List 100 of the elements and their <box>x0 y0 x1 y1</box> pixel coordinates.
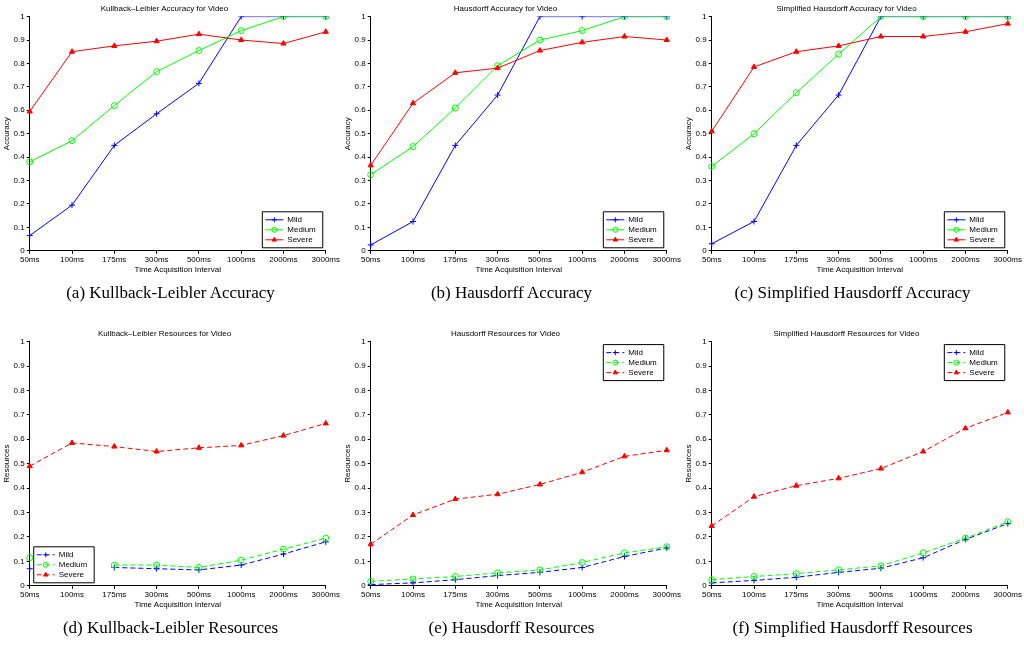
x-tick-label: 300ms <box>485 254 510 264</box>
point <box>579 38 586 45</box>
y-tick-label: 0.4 <box>354 483 367 493</box>
x-axis-title: Time Acquisition Interval <box>475 265 563 275</box>
x-tick-label: 175ms <box>443 589 468 599</box>
text: (c) Simplified Hausdorff Accuracy <box>733 283 972 303</box>
point <box>322 419 329 426</box>
legend-label: Mild <box>628 347 643 357</box>
y-tick-label: 0.5 <box>695 128 708 138</box>
legend-label: Severe <box>58 570 85 579</box>
chart-title: Kullback–Leibler Accuracy for Video <box>100 4 229 13</box>
y-tick-label: 0.3 <box>354 175 367 185</box>
point <box>793 48 800 54</box>
x-tick-label: 500ms <box>527 589 552 599</box>
x-axis-title: Time Acquisition Interval <box>134 265 222 275</box>
y-tick-label: 0.5 <box>354 458 367 468</box>
y-tick-label: 0.6 <box>695 434 708 444</box>
point <box>663 446 670 453</box>
y-tick-label: 0.9 <box>695 361 708 371</box>
point <box>835 91 843 99</box>
point <box>26 565 34 573</box>
x-tick-label: 3000ms <box>311 589 340 599</box>
y-tick-label: 1 <box>361 336 367 346</box>
x-tick-label: 2000ms <box>610 589 639 599</box>
point <box>409 143 417 151</box>
point <box>452 69 459 75</box>
x-tick-label: 100ms <box>60 589 85 599</box>
point <box>111 443 118 449</box>
point <box>279 545 287 553</box>
point <box>26 554 34 562</box>
point <box>578 559 586 567</box>
y-tick-label: 0.2 <box>13 199 26 209</box>
point <box>621 452 628 459</box>
y-tick-label: 0.9 <box>354 35 367 45</box>
point <box>195 30 202 37</box>
point <box>367 540 374 547</box>
x-tick-label: 3000ms <box>652 254 681 264</box>
point <box>367 171 375 179</box>
y-tick-label: 0.9 <box>354 361 367 371</box>
y-tick-label: 0.5 <box>13 458 26 468</box>
y-tick-label: 0 <box>702 581 708 590</box>
point <box>111 42 118 48</box>
y-tick-label: 1 <box>20 11 26 21</box>
point <box>237 561 245 569</box>
y-tick-label: 0.5 <box>13 128 26 138</box>
point <box>750 576 758 584</box>
point <box>962 28 969 34</box>
y-tick-label: 1 <box>702 11 708 21</box>
y-tick-label: 0.6 <box>13 105 26 115</box>
y-tick-label: 0.4 <box>13 483 26 493</box>
point <box>835 474 842 481</box>
legend-label: Medium <box>969 225 999 234</box>
y-tick-label: 0 <box>361 246 367 255</box>
y-tick-label: 0.7 <box>695 82 708 92</box>
point <box>280 40 287 46</box>
x-tick-label: 100ms <box>742 254 767 264</box>
y-tick-label: 1 <box>20 336 26 346</box>
point <box>452 495 459 502</box>
x-axis-title: Time Acquisition Interval <box>134 600 222 610</box>
point <box>1004 20 1011 26</box>
y-tick-label: 0.3 <box>695 507 708 517</box>
x-tick-label: 300ms <box>144 589 169 599</box>
point <box>536 47 543 53</box>
y-tick-label: 0.8 <box>354 385 367 395</box>
y-tick-label: 0.5 <box>695 458 708 468</box>
text: (b) Hausdorff Accuracy <box>429 283 594 303</box>
point <box>237 27 245 35</box>
x-tick-label: 1000ms <box>567 589 597 599</box>
x-tick-label: 1000ms <box>567 254 597 264</box>
point <box>793 482 800 488</box>
x-tick-label: 50ms <box>360 254 381 264</box>
legend-label: Severe <box>628 235 655 244</box>
y-tick-label: 0.6 <box>354 434 367 444</box>
x-tick-label: 175ms <box>102 254 127 264</box>
x-tick-label: 500ms <box>868 589 893 599</box>
text: (f) Simplified Hausdorff Resources <box>731 618 974 638</box>
y-tick-label: 0 <box>361 581 367 590</box>
point <box>153 447 160 454</box>
y-tick-label: 0.4 <box>13 152 26 162</box>
point <box>367 161 374 168</box>
x-axis-title: Time Acquisition Interval <box>816 600 904 610</box>
legend-label: Mild <box>969 347 984 357</box>
x-tick-label: 100ms <box>60 254 85 264</box>
point <box>409 218 417 226</box>
x-tick-label: 175ms <box>784 254 809 264</box>
legend-label: Medium <box>628 225 658 234</box>
point <box>153 110 161 118</box>
point <box>792 89 800 97</box>
point <box>578 27 586 35</box>
x-tick-label: 2000ms <box>269 254 298 264</box>
point <box>409 575 417 583</box>
point <box>579 468 586 475</box>
point <box>750 218 758 226</box>
y-tick-label: 0.9 <box>695 35 708 45</box>
y-tick-label: 0.8 <box>13 385 26 395</box>
y-tick-label: 0.7 <box>354 410 367 420</box>
y-axis-title: Accuracy <box>2 117 11 151</box>
point <box>153 561 161 569</box>
point <box>238 441 245 448</box>
x-tick-label: 1000ms <box>908 589 938 599</box>
